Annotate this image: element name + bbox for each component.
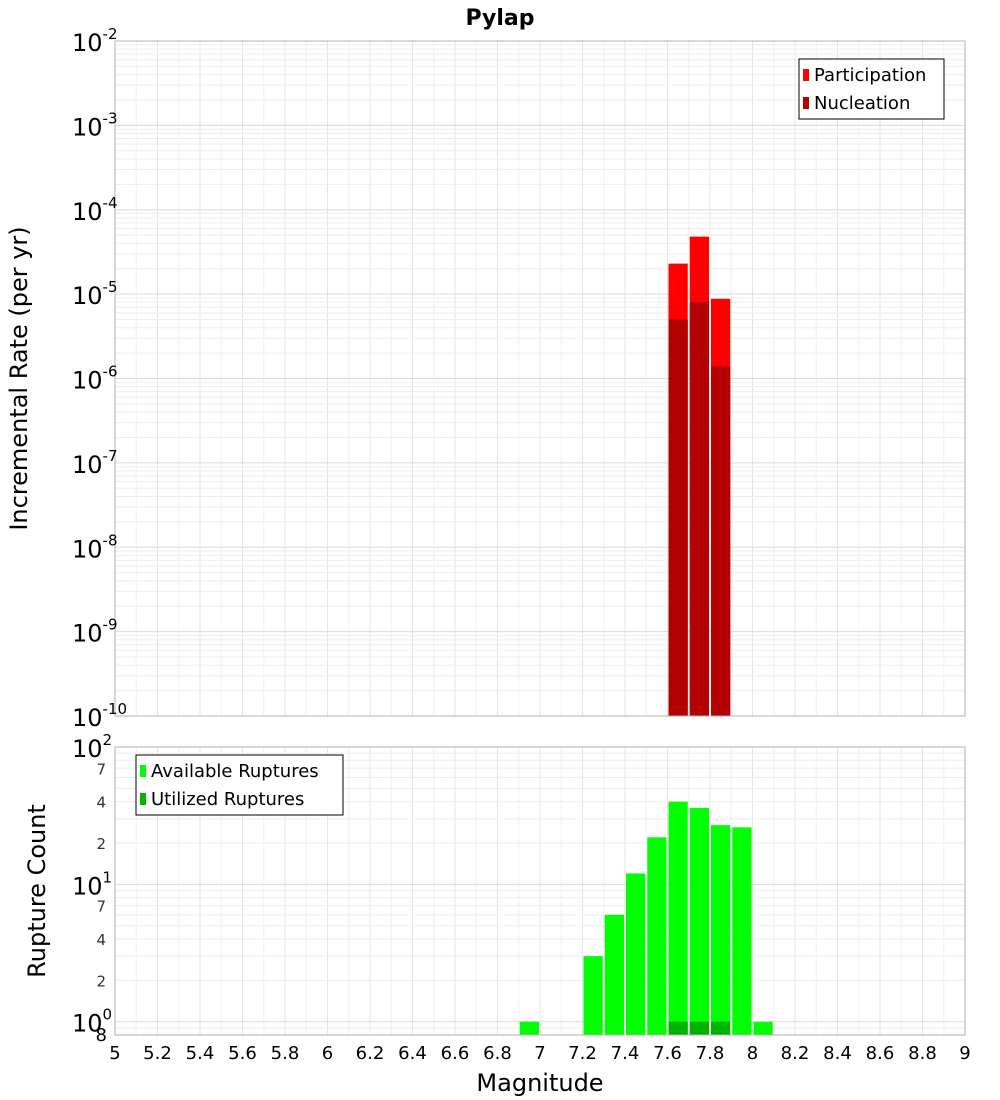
available-ruptures-bar [668, 801, 688, 1035]
top-legend-label: Participation [814, 65, 926, 86]
x-tick-label: 5.4 [186, 1043, 215, 1064]
nucleation-bar [711, 366, 731, 716]
top-y-tick-label: 10-3 [72, 109, 118, 141]
available-ruptures-bar [583, 956, 603, 1035]
top-bars [668, 236, 731, 716]
x-tick-label: 8.8 [908, 1043, 937, 1064]
available-ruptures-bar [604, 914, 624, 1035]
top-y-tick-label: 10-8 [72, 531, 118, 563]
top-plot-border [114, 40, 966, 717]
x-tick-label: 6 [322, 1043, 333, 1064]
available-ruptures-bar [753, 1021, 773, 1035]
bottom-y-minor-tick-label: 4 [96, 931, 106, 949]
nucleation-bar [668, 319, 688, 716]
utilized-ruptures-bar [711, 1021, 731, 1035]
top-legend-swatch [803, 69, 809, 81]
bottom-y-minor-tick-label: 8 [96, 1025, 107, 1046]
x-tick-label: 8.4 [823, 1043, 852, 1064]
x-tick-label: 8.6 [866, 1043, 895, 1064]
x-tick-label: 8 [747, 1043, 758, 1064]
top-y-tick-label: 10-2 [72, 25, 118, 57]
x-tick-label: 7 [534, 1043, 545, 1064]
available-ruptures-bar [626, 873, 646, 1035]
bottom-y-tick-label: 101 [72, 868, 112, 900]
rupture-count-plot: 100 101 102 8 2 4 7 2 4 7 5 5.2 5.4 5.6 5.8 6 6.2 6.4 6.6… [23, 731, 971, 1097]
available-ruptures-bar [647, 837, 667, 1035]
x-tick-label: 6.8 [483, 1043, 512, 1064]
bottom-y-tick-label: 100 [72, 1006, 112, 1038]
x-tick-label: 7.2 [568, 1043, 597, 1064]
bottom-y-minor-tick-label: 4 [96, 794, 106, 812]
bottom-legend: Available Ruptures Utilized Ruptures [135, 754, 344, 816]
bottom-y-axis-label: Rupture Count [23, 804, 51, 978]
top-y-ticks: 10-10 10-9 10-8 10-7 10-6 10-5 10-4 10-3 10-2 [72, 25, 127, 732]
top-gridlines [114, 41, 966, 717]
top-legend: Participation Nucleation [798, 58, 945, 120]
bottom-bars [519, 801, 773, 1035]
x-tick-label: 6.4 [398, 1043, 427, 1064]
available-ruptures-bar [732, 827, 752, 1035]
available-ruptures-bar [689, 807, 709, 1035]
top-y-axis-label: Incremental Rate (per yr) [5, 226, 33, 530]
bottom-legend-swatch [140, 765, 146, 777]
top-y-tick-label: 10-9 [72, 616, 118, 648]
x-tick-label: 5.6 [228, 1043, 257, 1064]
top-legend-box [798, 58, 945, 120]
x-axis-label: Magnitude [476, 1069, 603, 1097]
bottom-legend-swatch [140, 793, 146, 805]
top-y-tick-label: 10-7 [72, 447, 118, 479]
bottom-y-tick-label: 102 [72, 731, 112, 763]
x-tick-label: 6.2 [356, 1043, 385, 1064]
x-tick-label: 7.6 [653, 1043, 682, 1064]
chart-title: Pylap [465, 6, 534, 31]
available-ruptures-bar [519, 1021, 539, 1035]
utilized-ruptures-bar [668, 1021, 688, 1035]
x-tick-label: 6.6 [441, 1043, 470, 1064]
available-ruptures-bar [711, 825, 731, 1035]
x-ticks: 5 5.2 5.4 5.6 5.8 6 6.2 6.4 6.6 6.8 7 7.2 7.4 7.6 7.8 8… [109, 1043, 970, 1064]
top-y-tick-label: 10-4 [72, 194, 118, 226]
x-tick-label: 5.8 [271, 1043, 300, 1064]
bottom-legend-label: Available Ruptures [151, 761, 319, 782]
bottom-legend-box [135, 754, 344, 816]
bottom-y-minor-tick-label: 7 [96, 760, 106, 778]
x-tick-label: 5.2 [143, 1043, 172, 1064]
bottom-legend-label: Utilized Ruptures [151, 789, 304, 810]
top-y-tick-label: 10-5 [72, 278, 118, 310]
bottom-y-minor-tick-label: 2 [96, 835, 106, 853]
bottom-y-ticks: 100 101 102 8 2 4 7 2 4 7 [72, 731, 112, 1046]
participation-plot: 10-10 10-9 10-8 10-7 10-6 10-5 10-4 10-3 10-2 In… [5, 25, 966, 732]
bottom-y-minor-tick-label: 2 [96, 972, 106, 990]
bottom-y-minor-tick-label: 7 [96, 898, 106, 916]
top-y-tick-label: 10-6 [72, 363, 118, 395]
nucleation-bar [689, 302, 709, 716]
x-tick-label: 5 [109, 1043, 120, 1064]
x-tick-label: 7.4 [611, 1043, 640, 1064]
top-y-tick-label: 10-10 [72, 700, 127, 732]
top-legend-swatch [803, 97, 809, 109]
x-tick-label: 7.8 [696, 1043, 725, 1064]
x-tick-label: 8.2 [781, 1043, 810, 1064]
x-tick-label: 9 [959, 1043, 970, 1064]
top-legend-label: Nucleation [814, 93, 910, 114]
utilized-ruptures-bar [689, 1021, 709, 1035]
bottom-plot-border [114, 746, 966, 1036]
